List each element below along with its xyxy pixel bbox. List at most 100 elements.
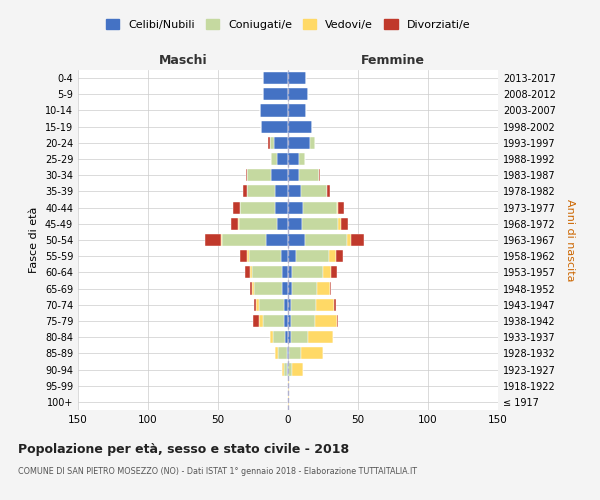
Bar [338,202,344,213]
Bar [284,298,288,311]
Bar [288,72,306,84]
Bar [288,250,296,262]
Bar [281,250,288,262]
Bar [251,266,283,278]
Bar [270,331,272,343]
Bar [275,202,288,213]
Bar [331,266,337,278]
Bar [338,218,341,230]
Bar [292,364,304,376]
Bar [250,266,251,278]
Bar [288,234,305,246]
Bar [337,315,338,327]
Bar [299,153,305,165]
Bar [275,348,278,360]
Bar [291,331,308,343]
Bar [329,250,335,262]
Bar [278,348,287,360]
Bar [305,234,347,246]
Bar [271,169,288,181]
Bar [288,364,292,376]
Bar [301,186,327,198]
Legend: Celibi/Nubili, Coniugati/e, Vedovi/e, Divorziati/e: Celibi/Nubili, Coniugati/e, Vedovi/e, Di… [101,14,475,34]
Bar [241,202,275,213]
Bar [288,218,302,230]
Bar [247,169,271,181]
Bar [302,218,338,230]
Bar [288,120,312,132]
Bar [288,266,292,278]
Bar [253,315,259,327]
Bar [285,331,288,343]
Bar [288,169,299,181]
Bar [341,218,348,230]
Bar [250,282,251,294]
Bar [270,137,274,149]
Bar [288,315,291,327]
Text: Femmine: Femmine [361,54,425,67]
Bar [259,298,284,311]
Bar [296,250,329,262]
Bar [314,315,337,327]
Bar [287,348,288,360]
Bar [284,315,288,327]
Bar [284,364,287,376]
Bar [330,282,331,294]
Bar [283,266,288,278]
Bar [301,348,323,360]
Bar [288,396,289,408]
Bar [271,153,277,165]
Bar [263,88,288,101]
Bar [247,250,249,262]
Bar [288,380,289,392]
Text: Popolazione per età, sesso e stato civile - 2018: Popolazione per età, sesso e stato civil… [18,442,349,456]
Bar [334,298,335,311]
Bar [288,186,301,198]
Bar [243,186,247,198]
Bar [277,218,288,230]
Bar [251,282,254,294]
Bar [247,186,275,198]
Bar [288,104,306,117]
Bar [272,331,285,343]
Bar [317,282,330,294]
Bar [316,298,334,311]
Bar [230,218,238,230]
Bar [283,282,288,294]
Bar [288,88,308,101]
Bar [292,266,323,278]
Bar [263,315,284,327]
Bar [221,234,222,246]
Bar [291,315,314,327]
Bar [289,348,301,360]
Text: Maschi: Maschi [158,54,208,67]
Bar [288,298,291,311]
Bar [288,348,289,360]
Bar [241,250,247,262]
Bar [254,282,283,294]
Bar [288,282,292,294]
Y-axis label: Anni di nascita: Anni di nascita [565,198,575,281]
Bar [291,298,316,311]
Bar [347,234,351,246]
Bar [288,331,291,343]
Bar [288,153,299,165]
Bar [249,250,281,262]
Bar [299,169,319,181]
Bar [310,137,314,149]
Bar [256,298,259,311]
Bar [245,266,250,278]
Bar [254,298,256,311]
Bar [238,218,239,230]
Bar [263,72,288,84]
Bar [287,364,288,376]
Bar [335,250,343,262]
Bar [275,186,288,198]
Bar [288,137,310,149]
Bar [246,169,247,181]
Bar [277,153,288,165]
Bar [259,315,263,327]
Bar [262,120,288,132]
Bar [205,234,221,246]
Bar [222,234,266,246]
